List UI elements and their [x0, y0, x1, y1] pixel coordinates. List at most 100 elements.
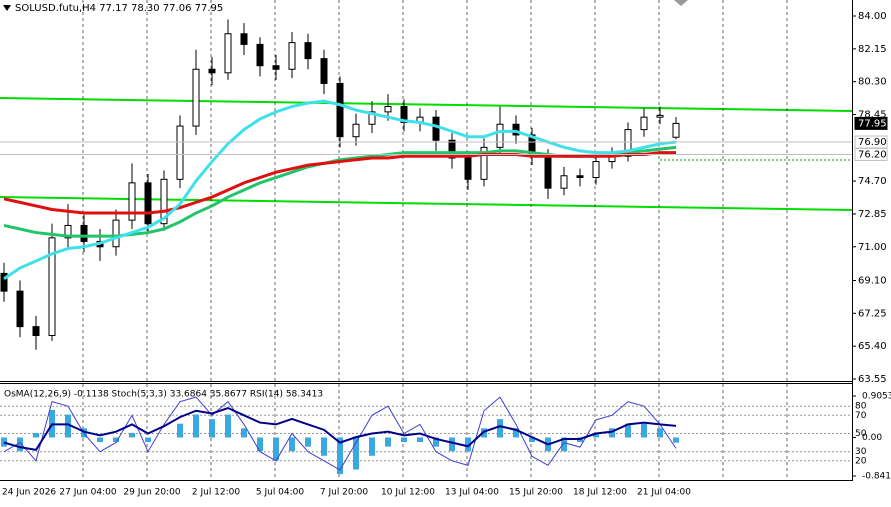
osma-bar: [225, 414, 231, 438]
candle-body: [240, 33, 248, 45]
osma-bar: [385, 437, 391, 447]
y2-tick-label: 80: [855, 402, 867, 412]
osma-bar: [609, 428, 615, 438]
indicator-title: OsMA(12,26,9) -0.1138 Stoch(5,3,3) 33.68…: [4, 390, 323, 400]
y-tick-label: 80.30: [858, 77, 887, 88]
candle-body: [16, 290, 24, 328]
osma-bar: [17, 437, 23, 452]
y-tick-label: 0.9053: [862, 392, 891, 402]
price-tag: [854, 116, 888, 130]
y-tick-label: 78.45: [858, 110, 887, 121]
oscillator-line: [3, 396, 677, 471]
candle-body: [320, 58, 328, 84]
y-tick-label: 69.10: [858, 275, 887, 286]
candle-body: [256, 43, 264, 67]
osma-bar: [289, 437, 295, 452]
candle-body: [128, 182, 136, 221]
candle-body: [592, 161, 600, 179]
y-tick-label: 84.00: [858, 11, 887, 22]
candle-body: [288, 42, 296, 70]
osma-bar: [449, 437, 455, 452]
osma-bar: [593, 432, 599, 438]
osma-bar: [305, 437, 311, 447]
candle-body: [272, 65, 280, 70]
osma-bar: [657, 428, 663, 438]
candle-body: [512, 123, 520, 136]
x-tick-label: 15 Jul 20:00: [509, 488, 563, 498]
x-tick-label: 21 Jul 04:00: [637, 488, 691, 498]
osma-bar: [273, 437, 279, 461]
candle-body: [640, 116, 648, 131]
x-tick-label: 29 Jun 20:00: [123, 488, 180, 498]
osma-bar: [145, 437, 151, 443]
y2-tick-label: 30: [855, 447, 867, 457]
x-tick-label: 18 Jul 12:00: [573, 488, 627, 498]
y-tick-label: 63.55: [858, 374, 887, 385]
x-tick-label: 27 Jun 04:00: [59, 488, 116, 498]
osma-bar: [369, 437, 375, 456]
chart-title: SOLUSD.futu,H4 77.17 78.30 77.06 77.95: [15, 3, 223, 14]
plot-area: [0, 19, 852, 475]
y-tick-label: 82.15: [858, 44, 887, 55]
osma-bar: [465, 437, 471, 452]
candle-body: [576, 175, 584, 179]
candle-body: [496, 123, 504, 148]
trend-line: [0, 97, 853, 112]
candle-body: [208, 68, 216, 74]
y-tick-label: 67.25: [858, 308, 887, 319]
y-tick-label: 71.00: [858, 242, 887, 253]
y-tick-label: 74.70: [858, 176, 887, 187]
osma-bar: [97, 437, 103, 443]
osma-bar: [337, 437, 343, 475]
candle-body: [144, 182, 152, 225]
osma-bar: [241, 428, 247, 438]
candle-body: [160, 178, 168, 225]
x-tick-label: 10 Jul 12:00: [381, 488, 435, 498]
candle-body: [544, 155, 552, 189]
oscillator-line: [3, 406, 677, 451]
price-tag-label: 76.90: [858, 137, 887, 148]
osma-bar: [257, 437, 263, 452]
osma-bar: [401, 437, 407, 443]
x-tick-label: 7 Jul 20:00: [320, 488, 369, 498]
candle-body: [384, 106, 392, 113]
candle-body: [480, 146, 488, 180]
y-tick-label: 65.40: [858, 341, 887, 352]
candle-body: [624, 129, 632, 157]
osma-bar: [353, 437, 359, 470]
candle-body: [448, 139, 456, 159]
y-tick-label: 0.00: [862, 433, 882, 443]
candle-body: [432, 116, 440, 141]
y-tick-label: -0.8412: [862, 472, 891, 482]
osma-bar: [129, 432, 135, 438]
x-tick-label: 2 Jul 12:00: [192, 488, 241, 498]
y2-tick-label: 50: [855, 429, 867, 439]
osma-bar: [177, 423, 183, 438]
candle-body: [64, 224, 72, 239]
candle-body: [192, 68, 200, 127]
trend-line: [0, 196, 853, 211]
price-tag-label: 76.20: [858, 149, 887, 160]
candle-body: [32, 326, 40, 337]
candle-body: [0, 272, 8, 292]
osma-bar: [33, 432, 39, 438]
x-tick-label: 13 Jul 04:00: [445, 488, 499, 498]
candle-body: [368, 111, 376, 125]
moving-average: [3, 99, 677, 280]
candle-body: [560, 175, 568, 189]
osma-bar: [65, 414, 71, 438]
moving-average: [3, 151, 676, 215]
candle-body: [224, 33, 232, 74]
price-tag-label: 77.95: [858, 118, 887, 129]
osma-bar: [1, 437, 7, 447]
candle-body: [464, 157, 472, 180]
grid: [0, 0, 852, 480]
osma-bar: [113, 437, 119, 443]
osma-bar: [673, 437, 679, 443]
osma-bar: [417, 437, 423, 443]
menu-arrow[interactable]: [3, 5, 11, 11]
osma-bar: [321, 437, 327, 456]
